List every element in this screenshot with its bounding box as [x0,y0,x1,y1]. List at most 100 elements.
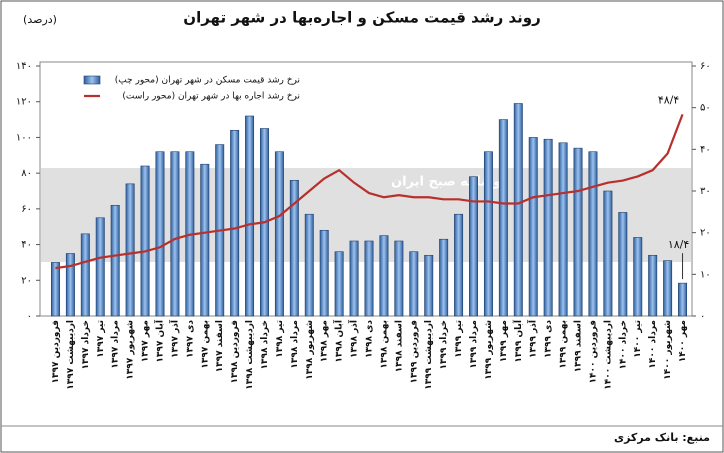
x-tick-label: اسفند ۱۳۹۹ [574,320,584,372]
x-tick-label: مرداد ۱۳۹۷ [111,320,121,369]
bar [80,233,90,317]
x-tick-label: آبان ۱۳۹۹ [512,319,524,363]
x-tick-label: بهمن ۱۳۹۸ [379,320,389,369]
x-tick-label: بهمن ۱۳۹۹ [559,320,569,369]
bar [498,119,508,317]
bar [573,147,583,317]
y-tick-label: ۲۰ [21,275,32,286]
watermark: روزنامه صبح ایران [391,175,509,190]
bar [633,237,643,317]
x-tick-label: تیر ۱۳۹۷ [96,320,106,358]
x-tick-label: آذر ۱۳۹۷ [168,319,180,358]
bar [528,137,538,317]
legend-box [78,70,304,106]
y-tick-label: ۰ [27,311,32,322]
y2-tick-label: ۵۰ [700,103,711,114]
x-tick-label: مهر ۱۴۰۰ [678,320,688,362]
x-tick-label: فروردین ۱۳۹۸ [230,320,240,384]
bar [50,262,60,317]
y-tick-label: ۸۰ [21,168,32,179]
y2-tick-label: ۴۰ [700,144,711,155]
x-tick-label: خرداد ۱۳۹۷ [81,320,91,370]
x-tick-label: دی ۱۳۹۹ [544,320,554,358]
x-tick-label: اردیبهشت ۱۳۹۹ [424,320,434,390]
x-tick-label: خرداد ۱۳۹۹ [439,320,449,370]
bar [200,163,210,317]
bar [110,204,120,317]
bar [334,251,344,317]
x-tick-label: آبان ۱۳۹۸ [333,319,345,363]
x-tick-label: مرداد ۱۴۰۰ [648,320,658,369]
x-tick-label: شهریور ۱۳۹۸ [305,320,315,380]
x-tick-label: اردیبهشت ۱۳۹۷ [66,320,76,390]
x-tick-label: دی ۱۳۹۷ [185,320,195,358]
x-tick-label: خرداد ۱۴۰۰ [618,320,628,370]
x-tick-label: فروردین ۱۳۹۷ [51,320,61,384]
bar [349,240,359,317]
x-tick-label: دی ۱۳۹۸ [365,320,375,358]
y2-tick-label: ۳۰ [700,186,711,197]
x-tick-label: مهر ۱۳۹۹ [499,320,509,362]
x-tick-label: تیر ۱۴۰۰ [633,320,643,358]
bar [170,151,180,317]
bar [289,179,299,317]
bar [663,260,673,317]
legend-label: نرخ رشد اجاره بها در شهر تهران (محور راس… [122,92,300,102]
legend-label: نرخ رشد قیمت مسکن در شهر تهران (محور چپ) [115,76,300,86]
bar [603,190,613,317]
bar [319,229,329,317]
bar [140,165,150,317]
bar [65,253,75,317]
source: منبع: بانک مرکزی [614,431,710,444]
x-tick-label: مهر ۱۳۹۷ [141,320,151,362]
bar [245,115,255,317]
y-tick-label: ۱۴۰ [16,61,32,72]
x-tick-label: آذر ۱۳۹۸ [348,319,360,358]
y-tick-label: ۴۰ [21,240,32,251]
bar [483,151,493,317]
bar [558,142,568,317]
y2-tick-label: ۱۰ [700,269,711,280]
x-tick-label: اردیبهشت ۱۴۰۰ [603,320,613,390]
x-tick-label: تیر ۱۳۹۸ [275,320,285,358]
bar [409,251,419,317]
x-tick-label: مهر ۱۳۹۸ [320,320,330,362]
bar [454,213,464,317]
bar [469,176,478,317]
bar [364,240,374,317]
bar [618,212,628,317]
bar [155,151,165,317]
bar [230,129,240,317]
bar [424,254,434,317]
x-tick-label: مرداد ۱۳۹۹ [469,320,479,369]
line-value-label: ۴۸/۴ [658,93,680,106]
x-tick-label: آذر ۱۳۹۹ [527,319,539,358]
bar [543,138,553,317]
x-tick-label: اسفند ۱۳۹۸ [394,320,404,372]
chart-title: روند رشد قیمت مسکن و اجاره‌بها در شهر ته… [183,9,540,27]
y-tick-label: ۶۰ [21,204,32,215]
x-tick-label: اسفند ۱۳۹۷ [215,320,225,372]
x-tick-label: مرداد ۱۳۹۸ [290,320,300,369]
y-tick-label: ۱۲۰ [16,97,32,108]
line [55,113,684,270]
x-tick-label: فروردین ۱۳۹۹ [409,320,419,384]
x-tick-label: خرداد ۱۳۹۸ [260,320,270,370]
bar [379,235,389,317]
bar [588,151,598,317]
x-tick-label: بهمن ۱۳۹۷ [200,320,210,369]
y2-tick-label: ۶۰ [700,61,711,72]
bar-value-label: ۱۸/۴ [668,238,690,251]
y2-tick-label: ۲۰ [700,228,711,239]
bar [678,282,688,317]
bar [95,217,105,317]
bar [274,151,284,317]
y-tick-label: ۱۰۰ [16,132,32,143]
bar [513,103,523,317]
unit-label: (درصد) [23,13,57,26]
y2-tick-label: ۰ [700,311,705,322]
x-tick-label: فروردین ۱۴۰۰ [588,320,598,384]
x-tick-label: تیر ۱۳۹۹ [454,320,464,358]
